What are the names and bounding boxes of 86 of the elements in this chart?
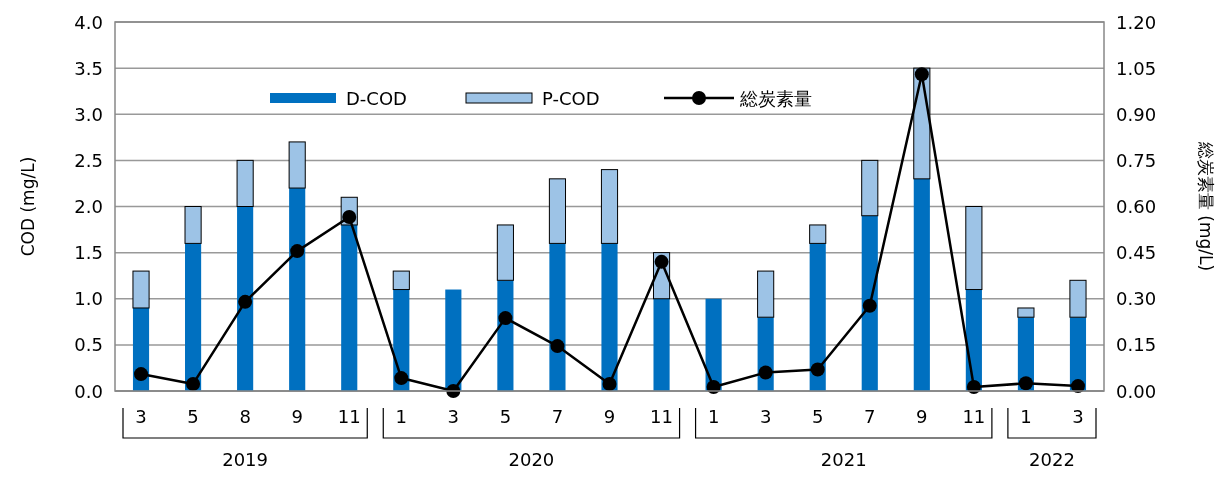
- bar: [496, 224, 514, 281]
- bar: [809, 243, 826, 391]
- point: [602, 376, 617, 391]
- legend-label: P-COD: [542, 87, 600, 109]
- y-tick-label: 2.5: [74, 149, 103, 171]
- bar: [1017, 307, 1035, 318]
- bar: [132, 270, 150, 309]
- bar: [497, 280, 514, 391]
- y2-tick-label: 0.60: [1116, 196, 1157, 217]
- x-tick-label: 3: [447, 405, 460, 427]
- y-tick-label: 1.5: [74, 242, 103, 264]
- bar: [809, 224, 827, 244]
- point: [238, 294, 253, 309]
- point: [862, 298, 877, 313]
- point: [550, 339, 565, 354]
- bar: [185, 243, 202, 391]
- x-tick-label: 1: [707, 405, 720, 427]
- y2-tick-label: 1.20: [1116, 11, 1157, 33]
- point: [498, 311, 513, 326]
- x-tick-label: 3: [135, 405, 147, 427]
- x-tick-label: 11: [650, 405, 674, 427]
- point: [134, 367, 149, 382]
- bar: [288, 141, 306, 189]
- y-tick-label: 0.0: [74, 380, 103, 402]
- text: 2022: [1029, 448, 1075, 470]
- x-tick-label: 1: [395, 405, 408, 427]
- x-tick-label: 8: [239, 405, 251, 427]
- bar: [289, 188, 306, 391]
- point: [914, 67, 929, 82]
- bar: [601, 243, 618, 391]
- bar: [861, 159, 879, 217]
- point: [654, 254, 669, 269]
- x-tick-label: 11: [962, 405, 986, 427]
- bar: [965, 206, 983, 291]
- bar: [913, 178, 930, 391]
- point: [290, 244, 305, 259]
- y-tick-label: 1.0: [74, 288, 103, 310]
- y-tick-label: 0.5: [74, 334, 103, 356]
- text: 2021: [820, 448, 867, 470]
- y2-tick-label: 0.75: [1116, 149, 1157, 171]
- y2-tick-label: 0.45: [1116, 242, 1157, 264]
- y2-tick-label: 0.90: [1116, 103, 1157, 125]
- bar: [757, 270, 775, 318]
- bar: [549, 243, 566, 391]
- y2-axis-title: 総炭素量 (mg/L): [1196, 140, 1216, 272]
- y2-tick-label: 0.30: [1116, 288, 1157, 310]
- y-tick-label: 4.0: [74, 11, 103, 33]
- text: 2019: [222, 448, 269, 470]
- y2-tick-label: 0.15: [1116, 334, 1157, 356]
- point: [186, 376, 201, 391]
- x-tick-label: 7: [551, 405, 564, 427]
- x-tick-label: 5: [811, 405, 824, 427]
- y-tick-label: 2.0: [74, 196, 103, 217]
- legend-label: 総炭素量: [739, 87, 812, 109]
- bar: [1069, 279, 1087, 318]
- text: 2020: [508, 448, 555, 470]
- x-tick-label: 5: [187, 405, 199, 427]
- bar: [341, 224, 358, 391]
- x-tick-label: 11: [337, 405, 361, 427]
- x-tick-label: 9: [916, 405, 928, 427]
- x-tick-label: 1: [1020, 405, 1032, 427]
- legend-label: D-COD: [346, 87, 407, 109]
- y-axis-title: COD (mg/L): [18, 156, 38, 257]
- point: [394, 371, 409, 386]
- x-tick-label: 9: [291, 405, 303, 427]
- y-tick-label: 3.0: [74, 103, 103, 125]
- x-tick-label: 3: [1072, 405, 1084, 427]
- x-tick-label: 3: [759, 405, 772, 427]
- bar: [237, 206, 254, 391]
- bar: [861, 215, 878, 391]
- bar: [653, 298, 670, 391]
- bar: [445, 289, 462, 391]
- y2-tick-label: 1.05: [1116, 57, 1157, 79]
- bar: [392, 270, 410, 291]
- x-tick-label: 7: [864, 405, 876, 427]
- point: [810, 362, 825, 377]
- y-tick-label: 3.5: [74, 57, 103, 79]
- x-tick-label: 9: [603, 405, 616, 427]
- point: [1018, 376, 1033, 391]
- x-tick-label: 5: [499, 405, 512, 427]
- y2-tick-label: 0.00: [1116, 380, 1157, 402]
- bar: [600, 169, 619, 244]
- point: [758, 365, 773, 380]
- bar: [236, 159, 254, 207]
- bar: [548, 178, 567, 244]
- bar: [184, 206, 202, 244]
